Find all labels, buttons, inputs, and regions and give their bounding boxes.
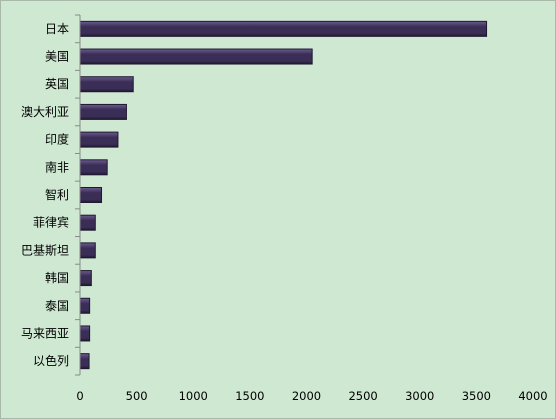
bar-13 <box>79 353 90 370</box>
category-label: 巴基斯坦 <box>21 243 69 257</box>
x-tick-label: 2500 <box>348 389 377 403</box>
bar-5 <box>79 131 119 148</box>
x-tick-label: 3000 <box>405 389 434 403</box>
bars-layer <box>79 20 488 370</box>
axes-layer <box>75 14 81 376</box>
category-label: 智利 <box>45 187 69 202</box>
bar-10 <box>79 270 92 287</box>
bar-7 <box>79 187 103 203</box>
category-label: 英国 <box>45 77 69 91</box>
bar-6 <box>79 159 108 176</box>
category-label: 韩国 <box>45 270 69 285</box>
category-label: 南非 <box>45 159 69 174</box>
category-label: 以色列 <box>33 354 69 368</box>
x-tick-label: 2000 <box>292 389 321 403</box>
x-tick-label: 1500 <box>235 389 264 403</box>
x-tick-label: 0 <box>76 389 83 403</box>
x-tick-label: 500 <box>126 389 148 403</box>
bar-4 <box>79 103 127 120</box>
category-label: 泰国 <box>45 299 69 313</box>
category-label: 印度 <box>45 132 69 147</box>
bar-12 <box>79 325 91 342</box>
bar-8 <box>79 214 96 231</box>
category-label: 日本 <box>45 22 69 36</box>
x-tick-label: 3500 <box>462 389 491 403</box>
category-label: 美国 <box>45 50 69 64</box>
bar-9 <box>79 242 96 259</box>
x-tick-label: 4000 <box>518 389 547 403</box>
category-label: 马来西亚 <box>21 326 69 340</box>
category-label: 菲律宾 <box>33 215 69 230</box>
bar-11 <box>79 297 91 314</box>
bar-3 <box>79 76 134 93</box>
category-label: 澳大利亚 <box>21 105 69 119</box>
bar-1 <box>79 20 488 37</box>
x-tick-label: 1000 <box>179 389 208 403</box>
bar-2 <box>79 48 313 65</box>
